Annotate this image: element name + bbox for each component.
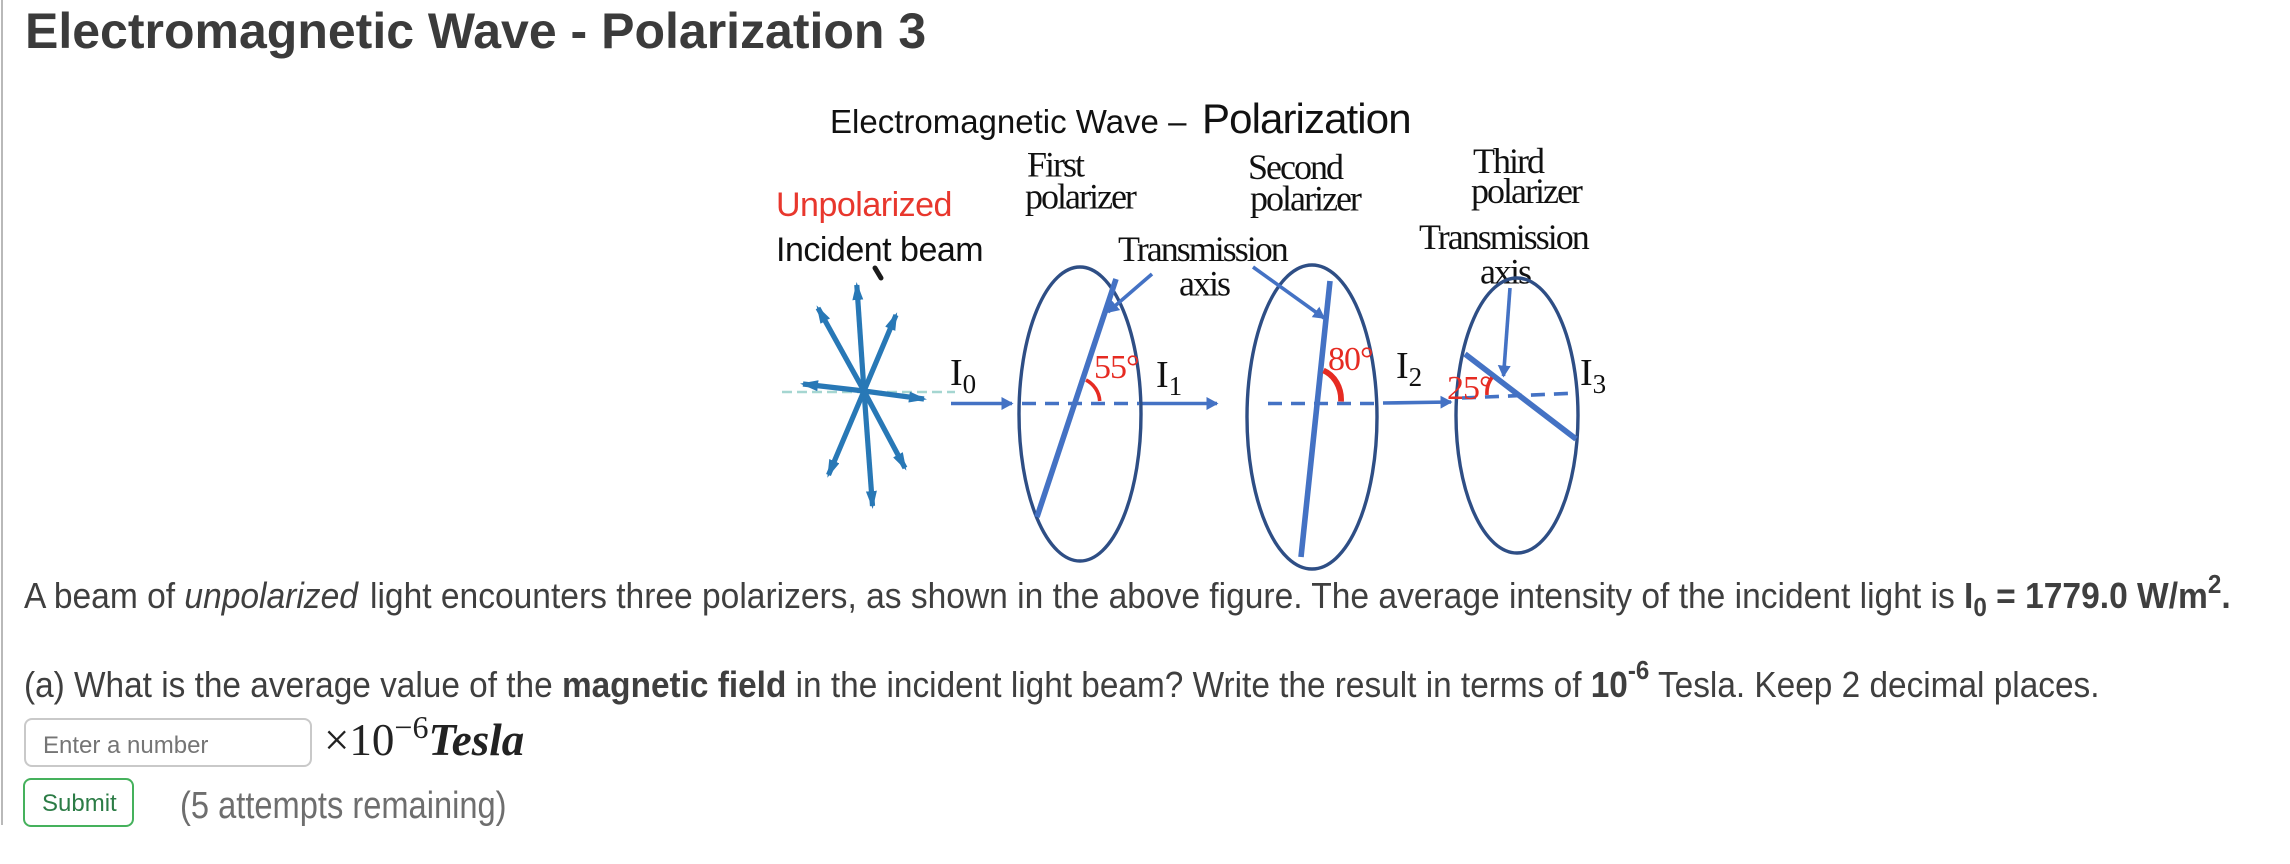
svg-text:I0: I0: [950, 352, 976, 399]
svg-text:25°: 25°: [1447, 370, 1492, 407]
svg-text:polarizer: polarizer: [1250, 179, 1362, 219]
svg-text:I2: I2: [1396, 345, 1422, 392]
svg-text:80°: 80°: [1328, 341, 1373, 378]
svg-text:I1: I1: [1156, 354, 1182, 401]
svg-text:Unpolarized: Unpolarized: [776, 186, 952, 224]
svg-text:Incident beam: Incident beam: [776, 231, 983, 269]
svg-text:First: First: [1027, 145, 1085, 185]
svg-text:polarizer: polarizer: [1471, 171, 1583, 211]
svg-text:Transmission: Transmission: [1419, 217, 1590, 257]
svg-text:axis: axis: [1179, 264, 1230, 304]
svg-text:axis: axis: [1480, 252, 1531, 292]
svg-text:Second: Second: [1248, 147, 1344, 187]
svg-text:Polarization: Polarization: [1202, 95, 1411, 142]
svg-text:I3: I3: [1580, 352, 1606, 399]
svg-text:polarizer: polarizer: [1025, 177, 1137, 217]
svg-text:55°: 55°: [1094, 349, 1139, 386]
svg-text:Transmission: Transmission: [1118, 229, 1289, 269]
svg-text:Electromagnetic Wave –: Electromagnetic Wave –: [830, 103, 1187, 140]
svg-text:Third: Third: [1473, 141, 1545, 181]
